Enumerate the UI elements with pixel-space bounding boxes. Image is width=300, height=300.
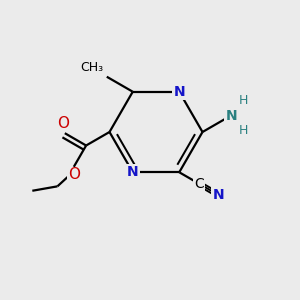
Text: CH₃: CH₃	[81, 61, 104, 74]
Text: O: O	[57, 116, 69, 131]
Text: C: C	[194, 176, 204, 190]
Text: H: H	[238, 94, 248, 106]
Text: H: H	[238, 124, 248, 137]
Text: N: N	[127, 165, 139, 179]
Text: O: O	[68, 167, 80, 182]
Text: N: N	[212, 188, 224, 202]
Text: N: N	[173, 85, 185, 99]
Text: N: N	[225, 109, 237, 122]
